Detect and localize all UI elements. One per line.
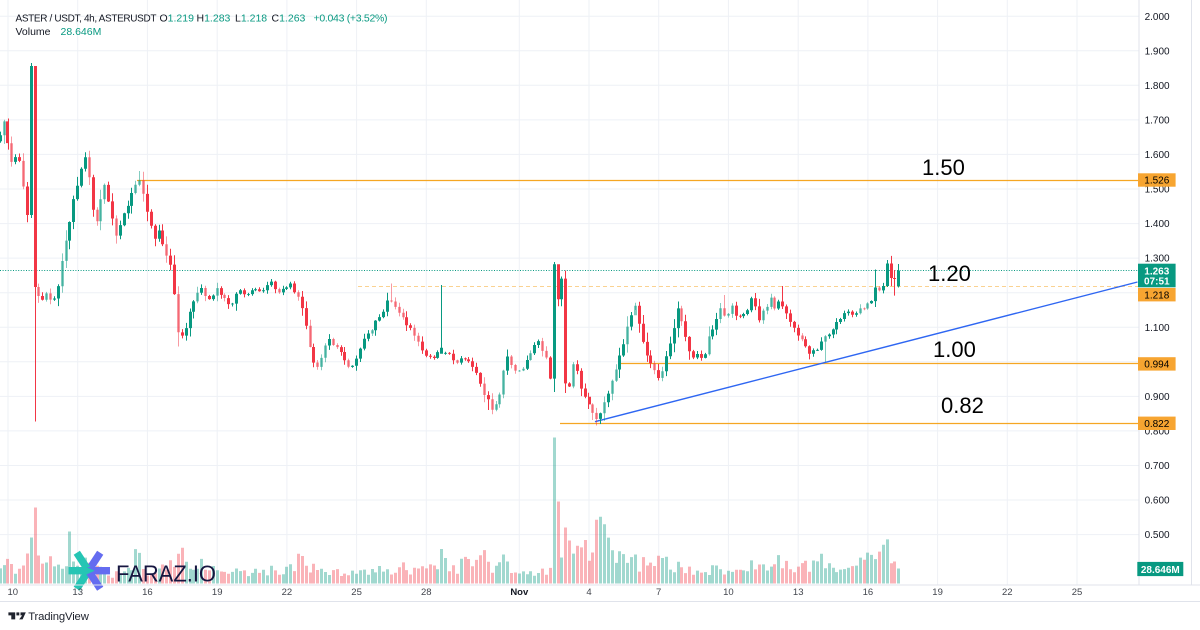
svg-text:19: 19 (932, 587, 943, 598)
svg-text:1.500: 1.500 (1145, 185, 1170, 196)
svg-text:10: 10 (8, 587, 19, 598)
svg-text:1.800: 1.800 (1145, 81, 1170, 92)
svg-text:1.526: 1.526 (1144, 176, 1169, 187)
svg-text:28.646M: 28.646M (61, 26, 102, 38)
svg-text:1.400: 1.400 (1145, 219, 1170, 230)
svg-text:ASTER / USDT, 4h, ASTERUSDT: ASTER / USDT, 4h, ASTERUSDT (16, 14, 157, 25)
svg-text:0.500: 0.500 (1145, 530, 1170, 541)
svg-text:28: 28 (421, 587, 432, 598)
svg-text:1.20: 1.20 (928, 261, 971, 286)
svg-text:1.00: 1.00 (933, 337, 976, 362)
svg-text:0.82: 0.82 (941, 393, 984, 418)
svg-text:0.700: 0.700 (1145, 461, 1170, 472)
svg-text:0.900: 0.900 (1145, 392, 1170, 403)
svg-text:C1.263: C1.263 (272, 13, 306, 25)
svg-text:1.263: 1.263 (1144, 266, 1169, 277)
svg-text:1.900: 1.900 (1145, 46, 1170, 57)
svg-text:13: 13 (72, 587, 83, 598)
svg-text:L1.218: L1.218 (235, 13, 267, 25)
svg-text:2.000: 2.000 (1145, 12, 1170, 23)
svg-text:0.822: 0.822 (1144, 419, 1169, 430)
svg-text:4: 4 (586, 587, 591, 598)
svg-text:TradingView: TradingView (28, 611, 90, 623)
svg-text:22: 22 (1002, 587, 1013, 598)
svg-text:0.800: 0.800 (1145, 427, 1170, 438)
svg-text:22: 22 (282, 587, 293, 598)
svg-text:1.218: 1.218 (1144, 290, 1169, 301)
svg-text:1.600: 1.600 (1145, 150, 1170, 161)
svg-text:0.600: 0.600 (1145, 496, 1170, 507)
svg-text:H1.283: H1.283 (197, 13, 231, 25)
svg-text:25: 25 (351, 587, 362, 598)
svg-text:O1.219: O1.219 (160, 13, 195, 25)
svg-text:Volume: Volume (16, 26, 51, 38)
svg-text:1.100: 1.100 (1145, 323, 1170, 334)
svg-text:0.994: 0.994 (1144, 360, 1169, 371)
svg-text:10: 10 (723, 587, 734, 598)
svg-text:16: 16 (863, 587, 874, 598)
svg-text:FARAZ.IO: FARAZ.IO (116, 561, 216, 587)
svg-text:16: 16 (142, 587, 153, 598)
svg-text:13: 13 (793, 587, 804, 598)
svg-text:1.50: 1.50 (922, 155, 965, 180)
svg-text:+0.043 (+3.52%): +0.043 (+3.52%) (314, 13, 388, 25)
svg-text:1.700: 1.700 (1145, 116, 1170, 127)
svg-text:25: 25 (1072, 587, 1083, 598)
svg-text:28.646M: 28.646M (1141, 565, 1180, 576)
svg-text:07:51: 07:51 (1144, 277, 1170, 288)
svg-text:1.300: 1.300 (1145, 254, 1170, 265)
svg-text:19: 19 (212, 587, 223, 598)
svg-text:7: 7 (656, 587, 661, 598)
svg-text:Nov: Nov (510, 587, 529, 598)
